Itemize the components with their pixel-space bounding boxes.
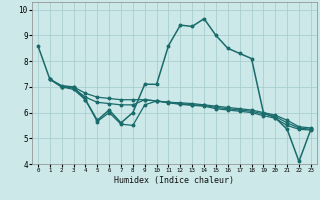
X-axis label: Humidex (Indice chaleur): Humidex (Indice chaleur) bbox=[115, 176, 234, 185]
